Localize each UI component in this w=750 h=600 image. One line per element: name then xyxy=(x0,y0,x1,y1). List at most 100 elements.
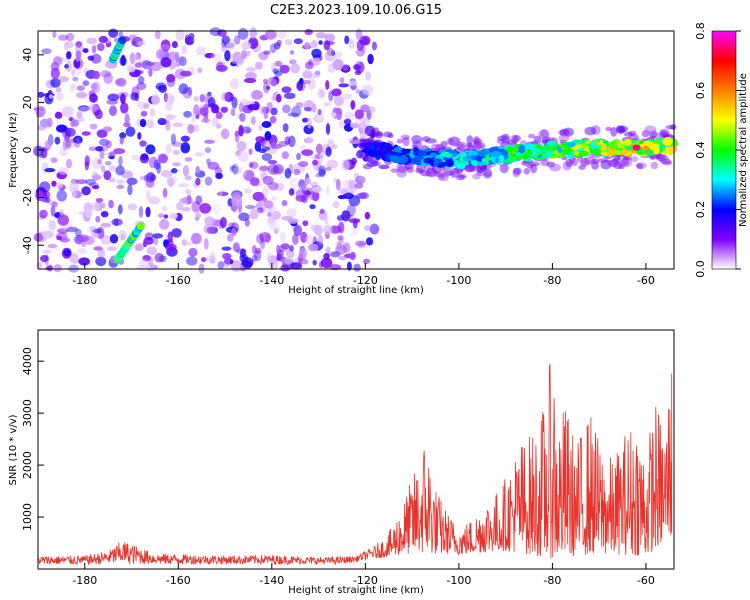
spectral-blob xyxy=(184,36,195,46)
spectral-blob xyxy=(616,125,625,134)
spectral-blob xyxy=(93,228,102,234)
spectral-blob xyxy=(108,151,117,156)
spectral-blob xyxy=(311,103,317,113)
spectral-blob xyxy=(641,145,650,151)
spectral-blob xyxy=(323,224,333,235)
spectral-blob xyxy=(458,174,467,179)
spectral-blob xyxy=(241,171,247,177)
spectral-blob xyxy=(356,192,367,199)
spectral-blob xyxy=(305,189,310,198)
spectral-blob xyxy=(349,251,356,261)
x-tick-label: -60 xyxy=(637,274,655,287)
spectral-blob xyxy=(256,233,264,245)
spectral-blob xyxy=(462,156,472,162)
spectral-blob xyxy=(75,41,83,48)
spectral-blob xyxy=(333,95,345,107)
spectral-blob xyxy=(118,31,124,39)
spectral-blob xyxy=(100,222,112,228)
spectral-blob xyxy=(341,159,350,171)
spectral-blob xyxy=(52,30,57,38)
spectral-blob xyxy=(270,78,278,87)
spectral-blob xyxy=(207,97,216,108)
spectral-blob xyxy=(137,75,145,85)
spectral-blob xyxy=(284,136,291,145)
spectral-blob xyxy=(326,48,334,57)
spectral-blob xyxy=(139,258,149,267)
spectral-blob xyxy=(195,165,200,175)
spectral-blob xyxy=(95,197,104,203)
spectral-blob xyxy=(158,213,165,218)
spectral-blob xyxy=(399,154,409,164)
spectral-blob xyxy=(258,124,263,132)
spectral-blob xyxy=(46,117,53,128)
spectral-blob xyxy=(544,151,554,158)
colorbar-gradient xyxy=(711,30,737,270)
spectral-blob xyxy=(206,226,216,234)
spectral-blob xyxy=(298,160,309,168)
spectral-blob xyxy=(248,162,254,168)
spectral-blob xyxy=(281,86,292,93)
spectral-blob xyxy=(158,154,168,164)
spectral-blob xyxy=(413,155,424,160)
spectral-blob xyxy=(255,196,268,203)
spectral-blob xyxy=(68,117,73,122)
spectral-blob xyxy=(290,262,303,270)
spectral-blob xyxy=(359,133,368,138)
spectral-blob xyxy=(130,154,142,161)
spectral-blob xyxy=(344,111,355,120)
spectral-blob xyxy=(184,175,192,181)
spectral-blob xyxy=(56,124,68,133)
spectral-blob xyxy=(82,80,90,87)
spectral-blob xyxy=(566,141,576,147)
y-tick-label: 1000 xyxy=(21,503,34,531)
spectral-blob xyxy=(350,100,356,110)
spectral-blob xyxy=(270,196,277,201)
spectral-blob xyxy=(119,93,126,105)
spectral-blob xyxy=(249,208,259,220)
spectral-blob xyxy=(240,50,247,60)
spectral-blob xyxy=(245,71,257,81)
spectral-blob xyxy=(220,106,228,113)
spectral-blob xyxy=(136,222,145,231)
spectral-blob xyxy=(185,188,191,195)
spectral-blob xyxy=(98,35,108,44)
spectral-blob xyxy=(429,152,437,158)
spectral-blob xyxy=(412,148,419,156)
spectral-blob xyxy=(235,55,244,64)
spectral-blob xyxy=(367,149,379,158)
spectral-blob xyxy=(319,151,324,163)
colorbar-ticks: 0.0 0.2 0.4 0.6 0.8 xyxy=(694,22,741,278)
spectral-blob xyxy=(205,255,217,263)
spectral-blob xyxy=(251,245,257,255)
spectral-blob xyxy=(284,38,293,46)
spectral-blob xyxy=(284,168,292,179)
spectral-blob xyxy=(165,119,171,131)
spectral-blob xyxy=(301,258,309,265)
spectral-blob xyxy=(69,83,76,92)
spectral-blob xyxy=(94,108,103,120)
spectral-blob xyxy=(264,131,272,141)
spectral-blob xyxy=(441,171,449,182)
spectral-blob xyxy=(154,252,165,263)
colorbar: 0.0 0.2 0.4 0.6 0.8 Normalized spectral ampl… xyxy=(694,22,749,278)
spectral-blob xyxy=(64,64,69,69)
spectral-blob xyxy=(267,160,278,165)
spectral-blob xyxy=(163,92,168,103)
spectral-blob xyxy=(483,169,493,178)
spectral-blob xyxy=(199,107,209,116)
spectral-blob xyxy=(252,254,258,262)
spectral-blob xyxy=(338,83,350,88)
spectral-blob xyxy=(143,174,149,182)
spectral-blob xyxy=(375,132,383,137)
spectral-blob xyxy=(87,55,95,61)
spectral-blob xyxy=(50,78,61,88)
spectral-blob xyxy=(116,179,126,185)
spectral-blob xyxy=(165,143,172,154)
spectral-blob xyxy=(193,104,200,116)
spectral-blob xyxy=(308,73,321,79)
spectral-blob xyxy=(170,168,178,174)
spectral-blob xyxy=(270,141,277,149)
spectral-blob xyxy=(72,186,77,198)
spectral-blob xyxy=(238,212,250,222)
spectral-blob xyxy=(610,126,618,137)
